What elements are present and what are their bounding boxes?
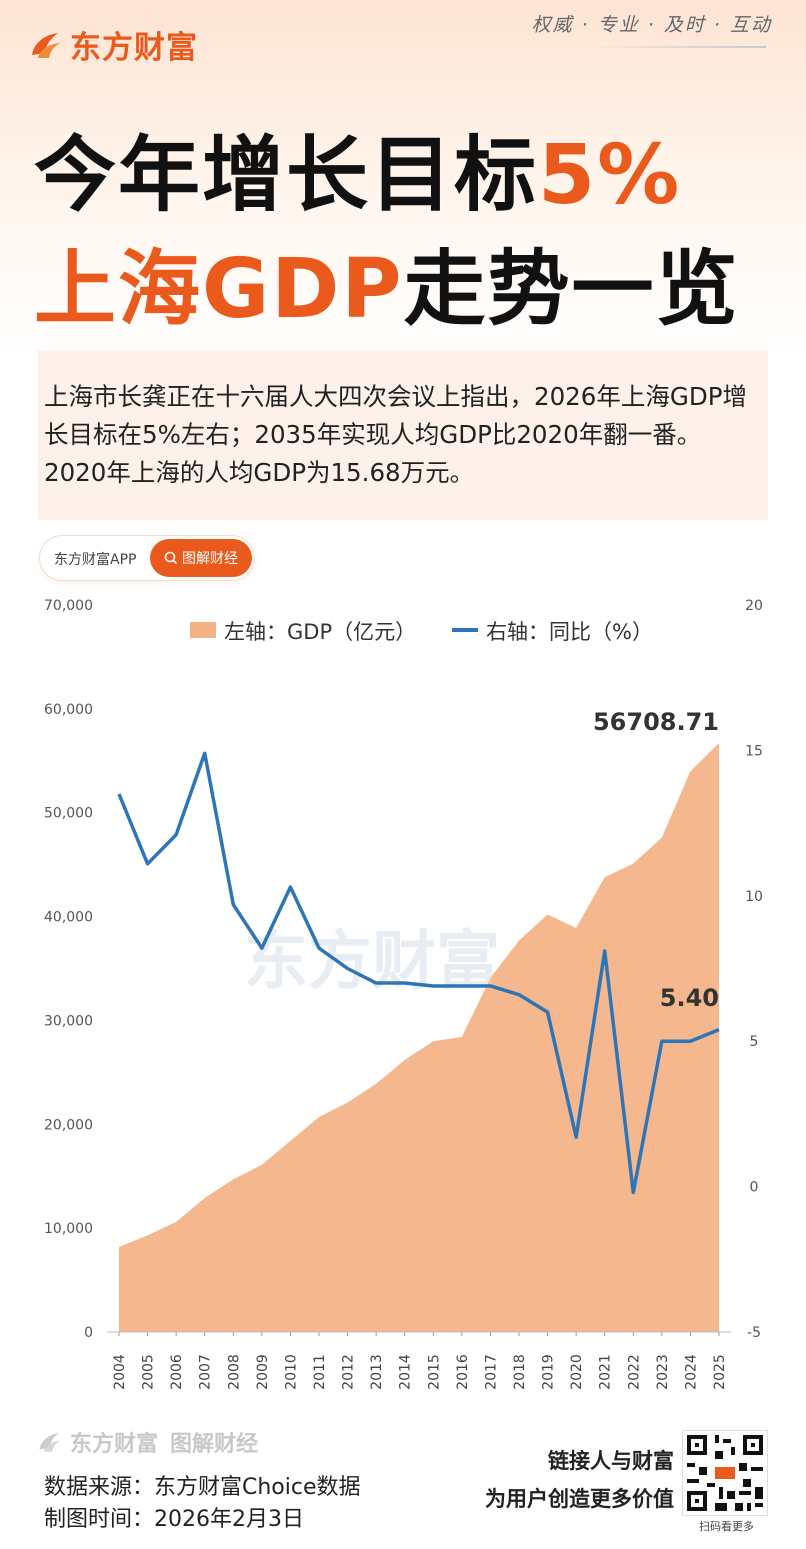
- y-left-tick: 40,000: [44, 910, 93, 926]
- x-tick-label: 2022: [626, 1354, 642, 1390]
- gdp-last-value-label: 56708.71: [593, 708, 719, 736]
- x-tick-label: 2017: [483, 1354, 499, 1390]
- app-label: 东方财富APP: [54, 552, 137, 568]
- page-title-line1: 今年增长目标5%: [34, 108, 681, 227]
- x-tick-label: 2006: [169, 1354, 185, 1390]
- legend-yoy-label: 右轴：同比（%）: [486, 620, 653, 644]
- button-label: 图解财经: [182, 551, 238, 567]
- page-title-line2: 上海GDP走势一览: [34, 222, 740, 341]
- footer-brand-sub: 图解财经: [170, 1432, 259, 1457]
- title-highlight: 上海GDP: [34, 242, 404, 337]
- x-tick-label: 2011: [312, 1354, 328, 1390]
- y-left-tick: 10,000: [44, 1221, 93, 1237]
- x-tick-label: 2019: [541, 1354, 557, 1390]
- app-pill: 东方财富APP 图解财经: [40, 536, 254, 580]
- x-tick-label: 2024: [683, 1354, 699, 1390]
- x-tick-label: 2025: [712, 1354, 728, 1390]
- footer-tagline: 链接人与财富 为用户创造更多价值: [485, 1442, 674, 1518]
- y-right-tick: 5: [750, 1034, 759, 1050]
- header-background: [0, 0, 806, 360]
- x-tick-label: 2004: [112, 1354, 128, 1390]
- y-left-tick: 20,000: [44, 1117, 93, 1133]
- y-left-tick: 70,000: [44, 598, 93, 614]
- tagline-2: 为用户创造更多价值: [485, 1487, 674, 1511]
- x-tick-label: 2008: [226, 1354, 242, 1390]
- illustrated-finance-button[interactable]: 图解财经: [150, 539, 252, 577]
- title-text: 走势一览: [403, 242, 740, 337]
- legend-gdp-label: 左轴：GDP（亿元）: [224, 620, 416, 644]
- x-tick-label: 2014: [398, 1354, 414, 1390]
- x-tick-label: 2013: [369, 1354, 385, 1390]
- x-tick-label: 2012: [341, 1354, 357, 1390]
- title-highlight: 5%: [538, 128, 682, 223]
- data-source: 数据来源：东方财富Choice数据: [44, 1475, 361, 1500]
- x-tick-label: 2015: [426, 1354, 442, 1390]
- brand-name: 东方财富: [70, 30, 198, 66]
- flame-logo-icon: [39, 1433, 61, 1452]
- y-right-tick: 20: [745, 598, 763, 614]
- y-left-tick: 0: [84, 1325, 93, 1341]
- title-text: 今年增长目标: [34, 128, 539, 223]
- y-right-tick: -5: [747, 1325, 761, 1341]
- y-right-tick: 10: [745, 889, 763, 905]
- gdp-area: [119, 743, 719, 1332]
- y-left-tick: 50,000: [44, 806, 93, 822]
- x-tick-label: 2016: [455, 1354, 471, 1390]
- y-right-tick: 0: [750, 1180, 759, 1196]
- x-tick-label: 2021: [598, 1354, 614, 1390]
- x-tick-label: 2007: [198, 1354, 214, 1390]
- x-tick-label: 2009: [255, 1354, 271, 1390]
- qr-caption: 扫码看更多: [699, 1520, 754, 1533]
- y-left-tick: 60,000: [44, 702, 93, 718]
- qr-code-icon[interactable]: [682, 1430, 768, 1516]
- x-tick-label: 2005: [141, 1354, 157, 1390]
- tagline-1: 链接人与财富: [548, 1449, 674, 1473]
- chart-watermark-overlay: 东方财富: [244, 925, 500, 999]
- y-right-tick: 15: [745, 743, 763, 759]
- yoy-last-value-label: 5.40: [660, 984, 719, 1012]
- yoy-line: [117, 751, 720, 1195]
- y-left-tick: 30,000: [44, 1013, 93, 1029]
- x-tick-label: 2023: [655, 1354, 671, 1390]
- chart-date: 制图时间：2026年2月3日: [44, 1507, 304, 1532]
- flame-logo-icon: [32, 32, 60, 58]
- x-tick-label: 2020: [569, 1354, 585, 1390]
- search-icon: [164, 551, 178, 565]
- x-tick-label: 2010: [283, 1354, 299, 1390]
- footer-brand: 东方财富: [70, 1432, 159, 1457]
- x-tick-label: 2018: [512, 1354, 528, 1390]
- intro-paragraph: 上海市长龚正在十六届人大四次会议上指出，2026年上海GDP增长目标在5%左右；…: [38, 350, 768, 520]
- footer-source: 数据来源：东方财富Choice数据 制图时间：2026年2月3日: [44, 1472, 361, 1536]
- footer-logo: 东方财富 图解财经: [36, 1426, 258, 1458]
- brand-slogan: 权威 · 专业 · 及时 · 互动: [531, 14, 772, 36]
- slogan-underline: [586, 46, 766, 48]
- legend-gdp-swatch: [190, 622, 216, 638]
- brand-logo: 东方财富: [28, 22, 198, 67]
- gdp-chart: 东方财富东方财富010,00020,00030,00040,00050,0006…: [44, 598, 763, 1390]
